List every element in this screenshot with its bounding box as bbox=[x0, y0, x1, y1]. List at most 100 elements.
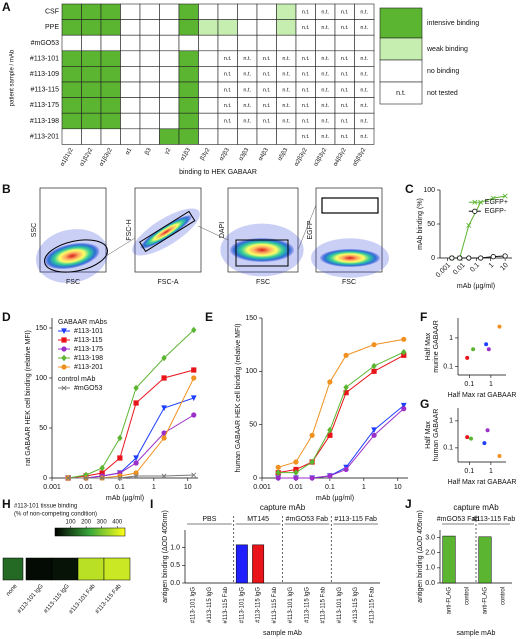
y-tick-label: 50 bbox=[427, 221, 435, 228]
heatmap-cell bbox=[61, 66, 82, 83]
x-tick-label: #113-101 IgG bbox=[17, 583, 45, 615]
density-core bbox=[320, 249, 380, 267]
column-label: α5β3 bbox=[277, 147, 289, 162]
heatmap-cell bbox=[178, 66, 199, 83]
heatmap-cell bbox=[120, 66, 141, 83]
marker bbox=[502, 253, 508, 259]
x-axis-label: Half Max rat GABAAR bbox=[448, 392, 517, 399]
cell-label: n.t. bbox=[360, 72, 368, 78]
marker bbox=[327, 432, 333, 438]
heatmap-cell bbox=[256, 3, 277, 20]
x-tick-label: #113-115 IgG bbox=[43, 583, 71, 615]
y-tick-label: 50 bbox=[249, 422, 257, 429]
legend-label: #113-101 bbox=[74, 328, 103, 335]
column-label: β3 bbox=[144, 147, 153, 156]
x-tick-label: 0.1 bbox=[464, 381, 474, 388]
heatmap-cell bbox=[159, 66, 180, 83]
chart-title: capture mAb bbox=[260, 503, 306, 512]
heatmap-cell bbox=[61, 3, 82, 20]
x-axis-label: mAb (µg/ml) bbox=[106, 495, 144, 502]
heatmap-cell bbox=[120, 112, 141, 130]
cell-label: n.t. bbox=[302, 103, 310, 109]
legend-swatch bbox=[379, 59, 423, 83]
cell-label: n.t. bbox=[302, 72, 310, 78]
y-tick-label: 0 bbox=[431, 255, 435, 262]
series-line bbox=[278, 338, 404, 468]
heatmap-cell bbox=[120, 81, 141, 98]
column-label: α1β3γ2 bbox=[99, 147, 114, 168]
row-label: PPE bbox=[45, 24, 59, 31]
column-label: α1 bbox=[125, 147, 134, 156]
colorbar-tick-label: 400 bbox=[112, 520, 123, 526]
panel-letter: D bbox=[2, 310, 11, 324]
marker bbox=[275, 464, 281, 470]
heatmap-cell bbox=[61, 34, 82, 52]
marker bbox=[65, 475, 71, 481]
heatmap-cell bbox=[61, 112, 82, 130]
cell-label: n.t. bbox=[321, 25, 329, 31]
point bbox=[471, 347, 476, 352]
heatmap-cell bbox=[81, 50, 102, 67]
x-tick-label: none bbox=[6, 583, 20, 598]
cell-label: n.t. bbox=[282, 118, 290, 124]
cell-label: n.t. bbox=[321, 9, 329, 15]
x-tick-label: #113-101 IgG bbox=[191, 587, 197, 624]
gate bbox=[235, 239, 289, 267]
x-tick-label: 1 bbox=[488, 262, 496, 270]
heatmap-cell bbox=[120, 50, 141, 67]
heatmap-cell bbox=[159, 128, 180, 145]
marker bbox=[133, 384, 139, 392]
x-tick-label: control bbox=[465, 587, 471, 605]
heatmap-cell bbox=[61, 128, 82, 145]
panel-letter: C bbox=[405, 182, 414, 196]
marker bbox=[117, 475, 123, 481]
cell-label: n.t. bbox=[243, 103, 251, 109]
x-tick-label: 10 bbox=[499, 262, 510, 273]
marker bbox=[61, 385, 67, 391]
y-axis-label: antigen binding (ΔOD 405nm) bbox=[417, 510, 424, 603]
heatmap-cell bbox=[139, 66, 160, 83]
column-label: α1β3 bbox=[180, 147, 192, 162]
heatmap-cell bbox=[276, 128, 297, 145]
legend-label: #113-198 bbox=[74, 355, 103, 362]
cell-label: n.t. bbox=[341, 56, 349, 62]
group-label: #mGO53 Fab bbox=[437, 516, 480, 523]
heatmap-cell bbox=[159, 50, 180, 67]
column-label: α2β3γ2 bbox=[294, 147, 309, 168]
y-axis-label: rat GABAAR HEK cell binding (relative MF… bbox=[25, 330, 32, 466]
row-label: #113-109 bbox=[30, 71, 59, 78]
cell-label: n.t. bbox=[263, 87, 271, 93]
point bbox=[465, 435, 470, 440]
marker bbox=[401, 336, 407, 342]
colorbar-tick-label: 200 bbox=[81, 520, 92, 526]
y-axis-label: human GABAAR HEK cell binding (relative … bbox=[235, 324, 242, 473]
marker bbox=[457, 255, 463, 261]
heatmap-cell bbox=[237, 19, 258, 36]
heatmap-cell bbox=[81, 128, 102, 145]
y-tick-label: 0.1 bbox=[443, 445, 453, 452]
marker bbox=[275, 475, 281, 481]
cell-label: n.t. bbox=[341, 25, 349, 31]
heatmap-cell bbox=[276, 3, 297, 20]
cell-label: n.t. bbox=[224, 56, 232, 62]
cell-label: n.t. bbox=[341, 103, 349, 109]
marker bbox=[275, 469, 281, 476]
row-label: CSF bbox=[45, 9, 59, 16]
row-label: #113-115 bbox=[30, 87, 59, 94]
cell-label: n.t. bbox=[360, 87, 368, 93]
cell-label: n.t. bbox=[321, 72, 329, 78]
marker bbox=[190, 395, 197, 402]
heatmap-cell bbox=[198, 112, 219, 130]
column-label: α1β1γ2 bbox=[60, 147, 75, 168]
heatmap-cell bbox=[81, 97, 102, 114]
marker bbox=[327, 426, 333, 434]
heatmap-cell bbox=[178, 34, 199, 52]
panel-letter: B bbox=[2, 182, 11, 196]
cell-label: n.t. bbox=[341, 118, 349, 124]
cell-label: n.t. bbox=[243, 87, 251, 93]
cell-label: n.t. bbox=[360, 9, 368, 15]
heatmap-cell bbox=[81, 3, 102, 20]
heatmap-cell bbox=[120, 34, 141, 52]
legend-label: not tested bbox=[427, 90, 458, 97]
x-tick-label: control bbox=[501, 587, 507, 605]
